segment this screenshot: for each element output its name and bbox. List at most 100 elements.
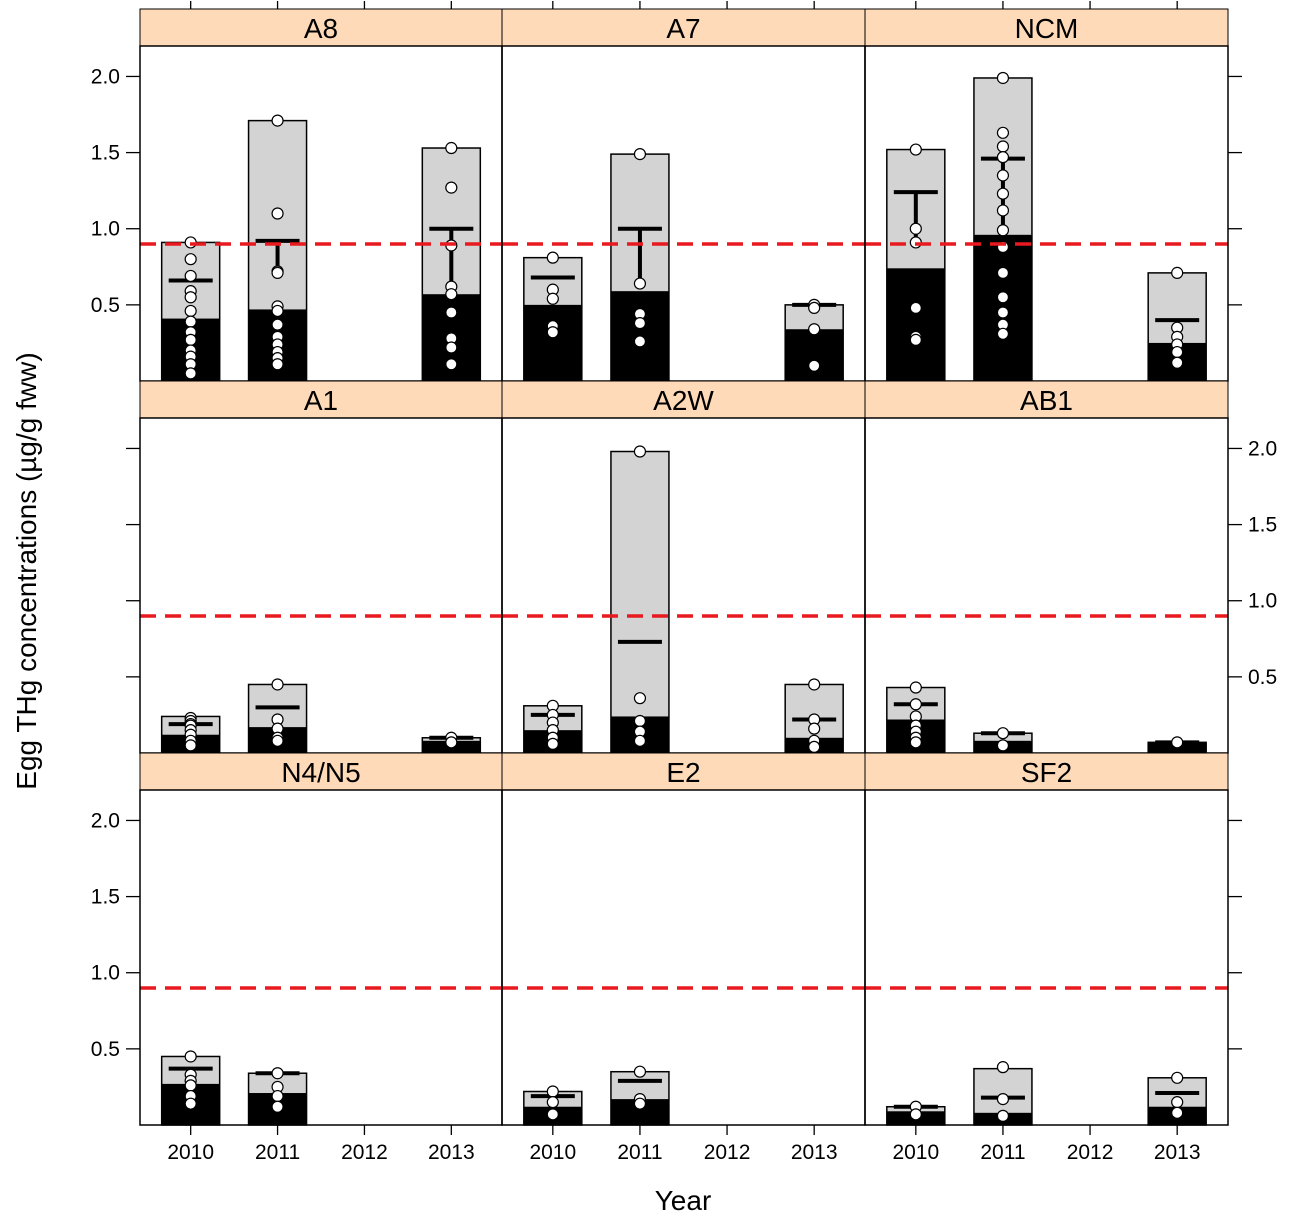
data-point [633,734,647,747]
y-tick-label: 1.5 [91,142,120,165]
panel: N4/N5 0.5 1.0 1.5 2.0 2010 2011 2012 2013 [91,752,503,1164]
data-point [996,266,1010,279]
data-point [271,304,284,318]
data-point [633,335,647,348]
panel-frame [501,789,866,1126]
data-point [271,318,284,331]
data-point [1171,1071,1184,1084]
data-point [996,224,1010,237]
y-tick-label: 1.0 [91,218,120,241]
data-point [184,291,197,304]
panel-label: NCM [1015,13,1079,44]
y-axis-title: Egg THg concentrations (µg/g fww) [11,352,42,789]
data-point [1171,1106,1184,1119]
y-tick-label: 1.0 [91,962,120,985]
panel: A7 [501,1,866,382]
panel-strip [139,8,503,47]
data-point [909,301,922,315]
data-point [996,140,1010,153]
data-point [445,736,458,749]
panel: AB1 0.5 1.0 1.5 2.0 [864,380,1277,754]
data-point [184,304,197,318]
data-point [271,114,284,127]
panel: E2 2010 2011 2012 2013 [501,752,866,1164]
x-tick-label: 2013 [1154,1141,1201,1164]
y-tick-label: 1.0 [1248,590,1277,613]
data-point [808,323,821,336]
data-point [633,445,647,458]
data-point [633,148,647,161]
data-point [996,151,1010,164]
panel: A1 [126,380,503,754]
data-point [546,1085,559,1098]
panel-label: A2W [653,385,714,416]
panel-strip [864,8,1229,47]
data-point [546,292,559,305]
data-point [909,222,922,235]
panel: A2W [501,380,866,754]
data-point [996,306,1010,319]
data-point [1171,356,1184,369]
data-point [996,727,1010,740]
data-point [271,207,284,220]
data-point [996,291,1010,304]
data-point [633,317,647,330]
data-point [445,341,458,354]
panel: SF2 2010 2011 2012 2013 [864,752,1242,1164]
data-point [546,737,559,750]
data-point [1171,345,1184,359]
data-point [271,1067,284,1080]
data-point [445,181,458,194]
panel-label: SF2 [1021,757,1072,788]
panel: A8 0.5 1.0 1.5 2.0 [91,1,503,382]
panel-label: E2 [666,757,700,788]
data-point [909,143,922,156]
x-tick-label: 2013 [791,1141,838,1164]
panel-frame [139,417,503,754]
data-point [1171,736,1184,749]
data-point [996,204,1010,217]
data-point [184,739,197,752]
data-point [633,714,647,728]
x-tick-label: 2011 [617,1141,662,1164]
panel-label: A8 [304,13,338,44]
data-point [546,1096,559,1109]
data-point [184,1097,197,1110]
data-point [909,1108,922,1121]
data-point [445,306,458,319]
data-point [184,1050,197,1063]
panel-strip [501,380,866,419]
data-point [445,141,458,155]
bar-max [610,450,670,754]
data-point [1171,1096,1184,1109]
data-point [909,333,922,346]
y-tick-label: 2.0 [91,65,120,88]
panel-frame [864,789,1229,1126]
data-point [546,251,559,264]
x-tick-label: 2010 [167,1141,214,1164]
data-point [996,1093,1010,1106]
data-point [633,692,647,705]
x-tick-label: 2013 [428,1141,475,1164]
data-point [271,1100,284,1113]
data-point [184,315,197,328]
data-point [909,681,922,694]
y-tick-label: 0.5 [1248,666,1277,689]
y-tick-label: 1.5 [1248,514,1277,537]
panel-label: AB1 [1020,385,1073,416]
data-point [633,1097,647,1110]
data-point [271,358,284,371]
x-tick-label: 2011 [255,1141,300,1164]
x-tick-label: 2012 [341,1141,388,1164]
data-point [184,1079,197,1092]
x-tick-label: 2010 [529,1141,576,1164]
y-tick-label: 1.5 [91,886,120,909]
data-point [996,71,1010,85]
data-point [996,327,1010,340]
panel-strip [864,380,1229,419]
x-tick-label: 2012 [704,1141,751,1164]
panel-strip [501,8,866,47]
data-point [271,734,284,747]
